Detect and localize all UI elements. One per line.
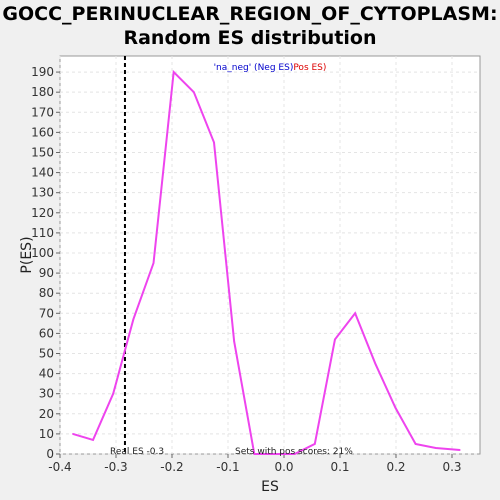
data-point <box>253 453 256 455</box>
x-axis-title: ES <box>261 479 279 495</box>
data-points <box>72 71 461 455</box>
x-tick-label: -0.2 <box>160 460 183 474</box>
grid <box>59 56 480 455</box>
y-tick-label: 20 <box>39 407 54 421</box>
data-point <box>172 71 175 73</box>
legend: 'na_neg' (Neg ES)Pos ES) <box>214 63 327 73</box>
data-point <box>293 453 296 455</box>
data-point <box>314 443 316 445</box>
y-tick-label: 130 <box>31 186 54 200</box>
data-point <box>434 447 437 449</box>
x-tick-labels: -0.4 -0.3 -0.2 -0.1 0.0 0.1 0.2 0.3 <box>48 460 461 474</box>
x-tick-label: 0.1 <box>330 460 349 474</box>
data-point <box>414 443 417 445</box>
data-point <box>273 453 276 455</box>
legend-pos-es: Pos ES) <box>293 63 326 73</box>
legend-neg-es: 'na_neg' (Neg ES) <box>214 63 294 73</box>
x-tick-label: -0.1 <box>216 460 239 474</box>
chart-title-line-2: Random ES distribution <box>123 27 377 49</box>
x-tick-label: -0.4 <box>48 460 71 474</box>
data-point <box>394 406 397 409</box>
series-line <box>72 69 460 455</box>
y-tick-label: 90 <box>39 266 54 280</box>
y-tick-label: 60 <box>39 326 54 340</box>
data-point <box>334 338 336 341</box>
y-axis-title: P(ES) <box>19 236 35 273</box>
chart-title-line-1: GOCC_PERINUCLEAR_REGION_OF_CYTOPLASM: <box>2 3 498 25</box>
y-tick-label: 180 <box>31 85 54 99</box>
y-tick-label: 110 <box>31 226 54 240</box>
y-tick-label: 190 <box>31 65 54 79</box>
y-tick-label: 140 <box>31 166 54 180</box>
data-point <box>92 439 94 441</box>
y-tick-label: 40 <box>39 367 54 381</box>
data-point <box>233 340 235 343</box>
y-tick-label: 0 <box>46 447 54 461</box>
data-point <box>459 449 461 451</box>
x-tick-label: -0.3 <box>104 460 127 474</box>
y-tick-label: 120 <box>31 206 54 220</box>
data-point <box>132 318 135 321</box>
y-tick-label: 50 <box>39 346 54 360</box>
y-tick-label: 160 <box>31 125 54 139</box>
y-tick-label: 170 <box>31 105 54 119</box>
y-tick-label: 80 <box>39 286 54 300</box>
pos-scores-label: Sets with pos scores: 21% <box>235 447 353 457</box>
y-tick-label: 70 <box>39 306 54 320</box>
data-point <box>374 362 377 365</box>
data-point <box>193 91 195 93</box>
y-tick-label: 150 <box>31 145 54 159</box>
x-tick-label: 0.0 <box>274 460 293 474</box>
data-point <box>112 392 114 395</box>
chart-title: GOCC_PERINUCLEAR_REGION_OF_CYTOPLASM: Ra… <box>0 2 500 50</box>
data-point <box>72 433 74 435</box>
x-tick-label: 0.3 <box>442 460 461 474</box>
y-tick-label: 10 <box>39 427 54 441</box>
data-point <box>354 312 356 315</box>
data-point <box>213 141 215 144</box>
y-tick-label: 30 <box>39 387 54 401</box>
y-tick-labels: 0 10 20 30 40 50 60 70 80 90 100 110 120 130 140 150 160… <box>31 65 54 461</box>
axes <box>56 71 453 458</box>
data-point <box>152 262 155 264</box>
real-es-label: Real ES -0.3 <box>110 447 164 457</box>
x-tick-label: 0.2 <box>386 460 405 474</box>
y-tick-label: 100 <box>31 246 54 260</box>
plot-area <box>59 55 481 455</box>
